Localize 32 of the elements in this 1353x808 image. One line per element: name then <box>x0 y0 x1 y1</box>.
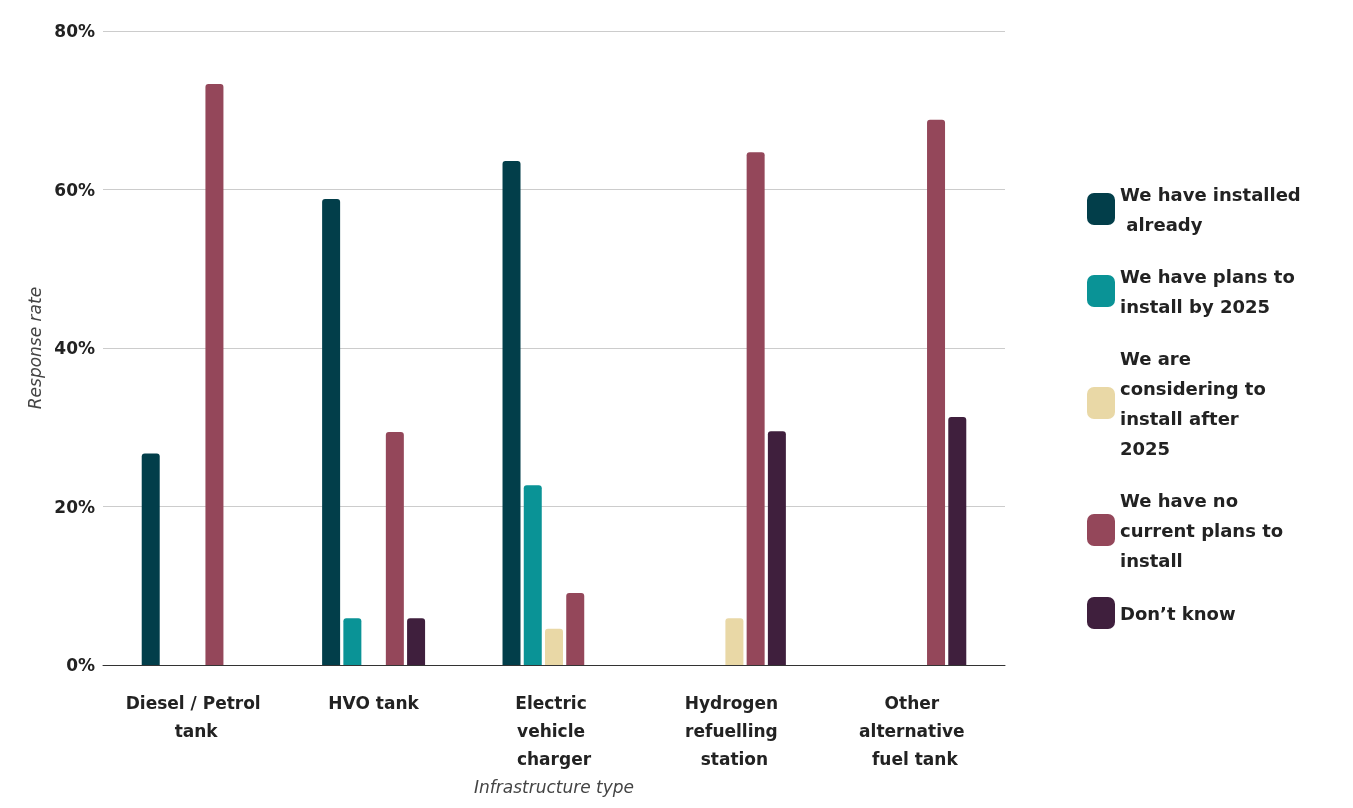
x-tick-label: HVO tank <box>328 693 420 714</box>
legend-label: Don’t know <box>1120 602 1236 624</box>
x-tick-label: Electric vehicle charger <box>515 693 593 770</box>
bar <box>927 119 946 666</box>
bar <box>343 618 362 666</box>
y-tick-label: 40% <box>54 338 95 359</box>
legend-label: We have installed already <box>1120 183 1301 235</box>
y-tick-label: 60% <box>54 179 95 200</box>
bar <box>746 152 765 666</box>
y-axis-title: Response rate <box>24 286 45 410</box>
y-tick-label: 20% <box>54 496 95 517</box>
bar <box>545 628 563 666</box>
y-tick-label: 80% <box>54 21 95 41</box>
bar <box>523 485 542 666</box>
x-tick-label: Hydrogen refuelling station <box>684 693 785 770</box>
bar <box>385 432 404 666</box>
bar <box>767 431 786 666</box>
bar <box>502 160 521 666</box>
legend-label: We are considering to install after 2025 <box>1120 347 1273 459</box>
bar <box>407 618 426 666</box>
x-tick-label: Other alternative fuel tank <box>859 693 971 770</box>
legend-label: We have plans to install by 2025 <box>1120 265 1302 317</box>
y-tick-label: 0% <box>66 655 95 676</box>
legend-label: We have no current plans to install <box>1120 489 1290 571</box>
bar <box>322 199 341 666</box>
bar <box>948 417 967 666</box>
bar <box>205 84 224 666</box>
bar <box>566 592 585 666</box>
x-tick-label: Diesel / Petrol tank <box>125 693 261 742</box>
bar <box>725 618 744 666</box>
bar <box>141 453 160 666</box>
x-axis-title: Infrastructure type <box>473 776 635 797</box>
